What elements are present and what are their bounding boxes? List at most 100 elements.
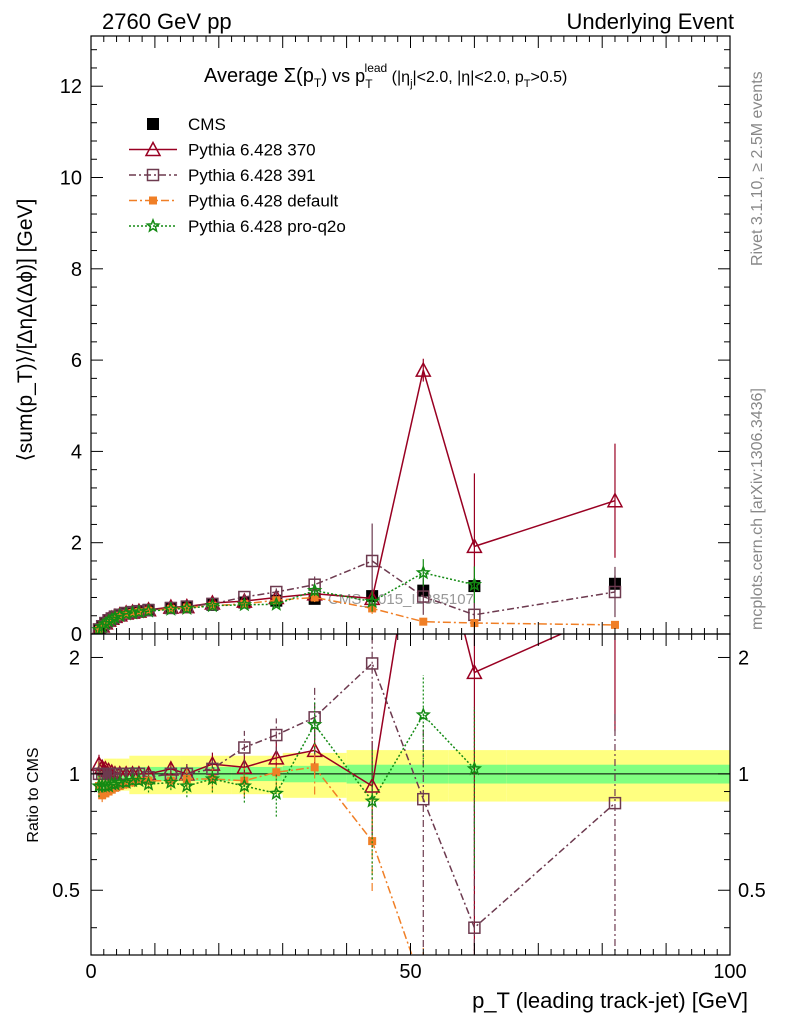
- data-point: [364, 593, 380, 609]
- data-point: [470, 1017, 478, 1024]
- data-point: [163, 601, 179, 616]
- title-sup2: lead: [365, 61, 388, 75]
- ratio-y-axis-label: Ratio to CMS: [25, 747, 42, 842]
- y-tick-label: 10: [60, 168, 82, 190]
- ratio-series-pythia-6-428-pro-q2o: [91, 675, 483, 880]
- y-axis-label-text: ⟨sum(p_T)⟩/[ΔηΔ(Δϕ)] [GeV]: [14, 199, 37, 462]
- data-point: [608, 585, 622, 599]
- ratio-y-tick-label-right: 1: [738, 764, 749, 786]
- data-point: [466, 663, 483, 680]
- x-axis-label: p_T (leading track-jet) [GeV]: [472, 988, 748, 1013]
- data-point: [145, 217, 161, 233]
- series-pythia-6-428-pro-q2o: [91, 559, 483, 634]
- header-left: 2760 GeV pp: [102, 9, 232, 34]
- ratio-series-line: [98, 634, 564, 788]
- data-point: [268, 749, 285, 765]
- ratio-y-tick-label-right: 0.5: [738, 880, 766, 902]
- data-point: [417, 590, 430, 603]
- data-point: [466, 576, 483, 592]
- data-point: [144, 140, 162, 157]
- legend-entry: Pythia 6.428 370: [129, 141, 316, 160]
- data-point: [272, 768, 281, 777]
- legend-label: Pythia 6.428 default: [188, 192, 339, 211]
- title-sub2: T: [365, 77, 373, 91]
- data-point: [415, 564, 431, 580]
- watermark: CMS_2015_I1385107: [328, 591, 474, 608]
- data-point: [466, 537, 483, 554]
- title-sub1: T: [314, 76, 322, 90]
- legend-entry: CMS: [147, 115, 226, 134]
- ratio-series-line: [98, 766, 413, 955]
- data-point: [306, 582, 323, 598]
- data-point: [146, 168, 160, 182]
- y-tick-label: 2: [71, 533, 82, 555]
- data-point: [236, 596, 253, 612]
- x-tick-label: 100: [713, 961, 746, 983]
- title-prefix: Average Σ(p: [204, 65, 314, 87]
- data-point: [147, 118, 159, 130]
- data-point: [468, 921, 481, 934]
- main-plot-frame: [90, 35, 731, 635]
- title-tail2: |<2.0, |η|<2.0, p: [413, 69, 524, 86]
- data-point: [310, 593, 319, 602]
- legend-label: Pythia 6.428 391: [188, 166, 316, 185]
- legend-entry: Pythia 6.428 391: [129, 166, 316, 185]
- data-point: [606, 492, 624, 508]
- y-axis-label: ⟨sum(p_T)⟩/[ΔηΔ(Δϕ)] [GeV]: [14, 199, 37, 462]
- data-point: [306, 716, 323, 732]
- data-point: [608, 796, 622, 810]
- data-point: [149, 196, 157, 205]
- y-tick-label: 6: [71, 350, 82, 372]
- data-point: [268, 596, 284, 611]
- ratio-y-tick-label: 2: [69, 647, 80, 669]
- chart-title: Average Σ(pT) vs pTlead (|ηj|<2.0, |η|<2…: [204, 61, 567, 91]
- legend: CMS Pythia 6.428 370 Pythia 6.428 391 Pythi…: [129, 115, 346, 236]
- ratio-y-tick-label-right: 2: [738, 647, 749, 669]
- data-point: [118, 605, 134, 621]
- title-sub3: j: [409, 78, 412, 90]
- title-sub4: T: [524, 78, 531, 90]
- data-point: [118, 774, 134, 789]
- data-point: [122, 780, 131, 789]
- legend-entry: Pythia 6.428 pro-q2o: [129, 217, 346, 236]
- legend-entry: Pythia 6.428 default: [129, 192, 339, 211]
- data-point: [268, 785, 284, 800]
- data-point: [310, 763, 319, 772]
- data-point: [140, 603, 157, 618]
- data-point: [236, 777, 253, 793]
- data-point: [419, 617, 428, 626]
- header-right: Underlying Event: [566, 9, 734, 34]
- data-point: [415, 361, 432, 377]
- data-point: [610, 620, 619, 629]
- x-tick-label: 50: [399, 961, 421, 983]
- data-point: [140, 776, 157, 791]
- ratio-y-tick-label: 1: [69, 764, 80, 786]
- data-point: [270, 728, 283, 742]
- y-tick-label: 8: [71, 259, 82, 281]
- main-plot-marks: [91, 358, 624, 634]
- y-tick-label: 4: [71, 441, 82, 463]
- data-point: [419, 984, 427, 992]
- y-tick-label: 12: [60, 76, 82, 98]
- ratio-y-tick-label: 0.5: [52, 880, 80, 902]
- data-point: [119, 767, 133, 781]
- data-point: [368, 837, 377, 846]
- mcplots-label: mcplots.cern.ch [arXiv:1306.3436]: [749, 388, 766, 630]
- data-point: [364, 793, 380, 808]
- data-point: [204, 597, 221, 613]
- data-point: [466, 760, 483, 776]
- ratio-plot-marks: [91, 463, 622, 1024]
- series-pythia-6-428-391: [92, 523, 622, 634]
- x-tick-label: 0: [85, 961, 96, 983]
- data-point: [204, 770, 221, 786]
- data-point: [238, 741, 251, 754]
- data-point: [417, 792, 430, 806]
- ratio-series-pythia-6-428-370: [91, 463, 616, 955]
- data-point: [415, 706, 431, 722]
- data-point: [416, 463, 430, 476]
- rivet-label: Rivet 3.1.10, ≥ 2.5M events: [749, 71, 766, 266]
- legend-label: CMS: [188, 115, 226, 134]
- data-point: [365, 554, 379, 568]
